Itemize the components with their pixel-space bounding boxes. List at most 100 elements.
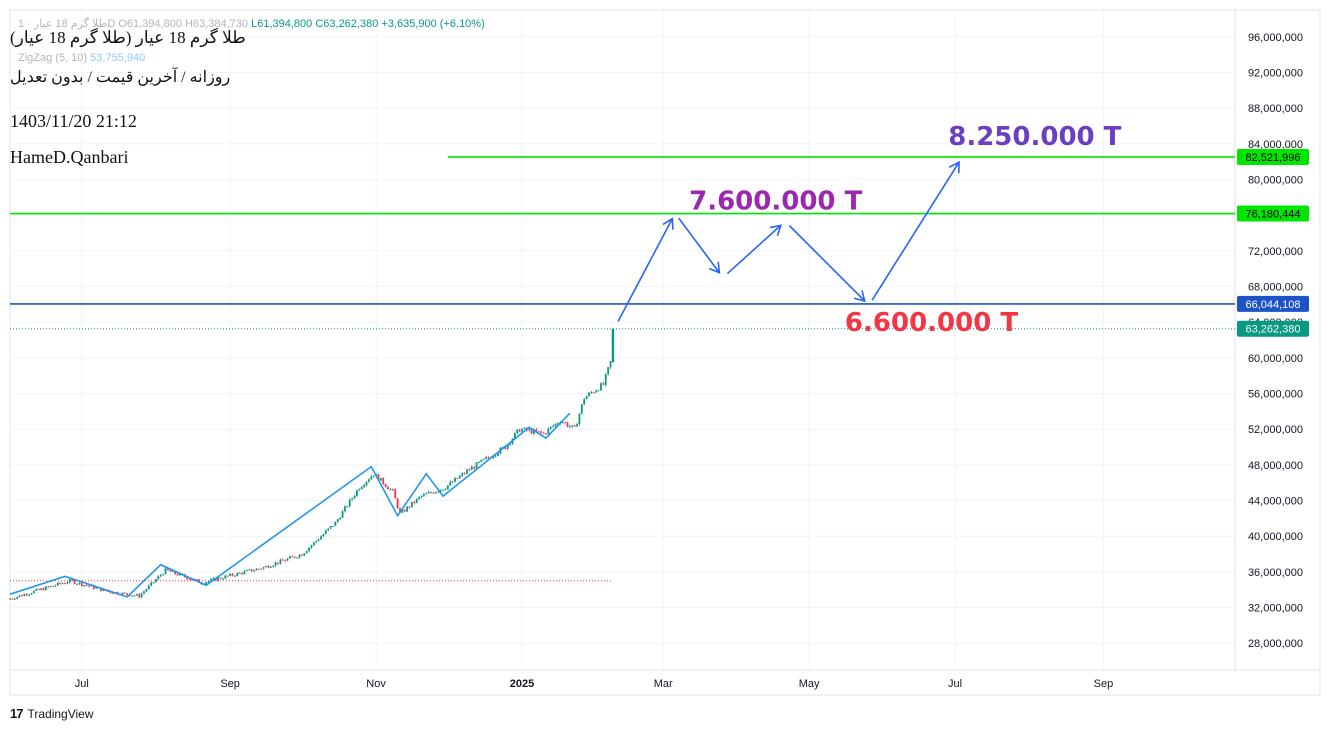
candle-body [310, 545, 313, 548]
candle-body [329, 526, 332, 529]
candle-body [611, 328, 615, 363]
candle-body [348, 499, 351, 507]
x-tick-label: Nov [366, 678, 386, 690]
candle-body [212, 578, 215, 580]
candle-body [353, 495, 356, 499]
candle-body [68, 579, 71, 583]
candle-body [281, 559, 284, 561]
candle-body [198, 579, 200, 583]
candle-body [279, 559, 282, 564]
candle-body [377, 474, 380, 481]
candle-body [234, 575, 236, 577]
candle-body [229, 573, 232, 576]
candle-body [423, 493, 425, 496]
arrow-head [769, 224, 782, 237]
candle-body [167, 568, 169, 571]
candle-body [224, 575, 227, 579]
x-tick-label: Jul [948, 678, 962, 690]
arrow-head [708, 261, 721, 275]
candle-body [396, 498, 399, 509]
candle-body [250, 569, 253, 572]
candle-body [222, 578, 224, 580]
price-axis[interactable]: 28,000,000 32,000,000 36,000,000 40,000,000… [1248, 32, 1303, 650]
candle-body [549, 426, 552, 429]
projection-arrow [617, 218, 674, 322]
candle-body [434, 491, 437, 494]
candle-body [513, 433, 516, 439]
candle-body [327, 528, 330, 531]
candle-body [171, 570, 174, 572]
candle-body [485, 457, 488, 459]
candle-body [176, 573, 179, 576]
chart-grid [10, 10, 1235, 670]
candle-body [528, 429, 531, 431]
symbol-line[interactable]: طلا گرم 18 عیار · 1D [18, 18, 116, 30]
candle-body [324, 530, 327, 535]
candle-body [133, 595, 136, 597]
candle-body [473, 466, 476, 469]
candle-body [480, 459, 483, 462]
high-value: H63,384,730 [185, 18, 249, 30]
candle-body [85, 585, 88, 587]
candle-body [492, 456, 495, 459]
candle-body [604, 374, 607, 385]
candle-body [334, 521, 337, 527]
candle-body [238, 572, 241, 574]
candle-body [305, 551, 308, 554]
candle-body [30, 593, 33, 595]
y-tick-label: 60,000,000 [1248, 353, 1303, 365]
y-tick-label: 56,000,000 [1248, 389, 1303, 401]
candlestick-series [9, 328, 615, 600]
candle-body [11, 598, 14, 600]
x-tick-label: Mar [654, 678, 673, 690]
zigzag-line [9, 412, 571, 598]
candle-body [47, 586, 50, 588]
candle-body [121, 592, 124, 595]
projection-arrow [788, 225, 866, 302]
candle-body [286, 558, 289, 561]
candle-body [188, 579, 191, 581]
candle-body [90, 585, 93, 587]
projection-arrows [617, 160, 960, 322]
projection-arrow [678, 217, 721, 274]
candle-body [382, 478, 385, 485]
candle-body [468, 469, 471, 471]
x-tick-label: Jul [75, 678, 89, 690]
candle-body [300, 554, 303, 556]
candle-body [312, 542, 315, 546]
candle-body [461, 473, 464, 476]
candle-body [123, 592, 126, 594]
candle-body [9, 598, 11, 600]
candle-body [571, 425, 574, 427]
y-tick-label: 84,000,000 [1248, 139, 1303, 151]
candle-body [358, 489, 361, 491]
chart-frame [9, 9, 1321, 696]
tradingview-branding[interactable]: 17 TradingView [10, 706, 94, 721]
candle-body [578, 413, 581, 425]
candle-body [413, 501, 416, 503]
candle-body [284, 560, 287, 562]
candle-body [78, 582, 81, 584]
candle-body [509, 443, 511, 445]
time-axis[interactable]: Jul Sep Nov 2025 Mar May Jul Sep [75, 678, 1113, 690]
candle-body [561, 422, 564, 424]
candle-body [260, 568, 263, 570]
candle-body [430, 492, 432, 494]
candle-body [248, 569, 251, 571]
indicator-legend[interactable]: ZigZag (5, 10) 53,755,940 [18, 52, 145, 64]
candle-body [379, 478, 382, 481]
candle-body [159, 575, 162, 577]
candle-body [432, 492, 435, 494]
candle-body [157, 576, 160, 580]
price-badge-label: 63,262,380 [1245, 324, 1300, 336]
candle-body [49, 585, 52, 587]
candle-body [482, 458, 485, 460]
candle-body [296, 557, 299, 559]
candle-body [341, 511, 344, 518]
candle-body [243, 571, 246, 575]
candle-body [451, 481, 454, 483]
candle-body [332, 526, 334, 528]
candle-body [425, 493, 428, 495]
candle-body [592, 392, 595, 394]
